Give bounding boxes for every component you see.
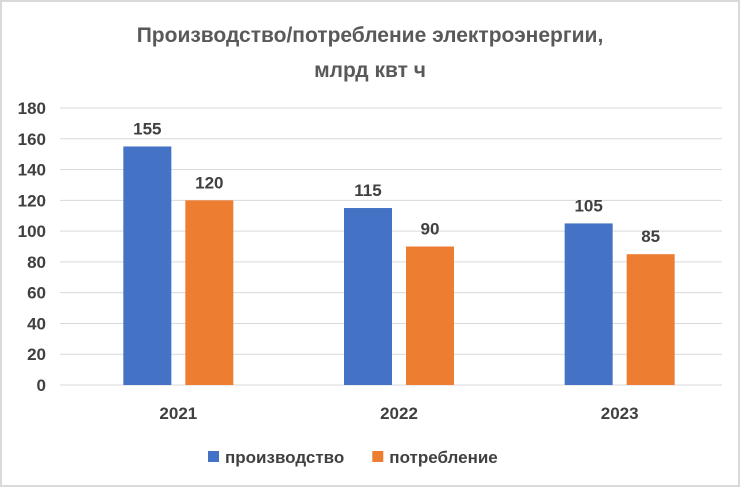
chart-title-line-1: Производство/потребление электроэнергии, (137, 24, 604, 47)
y-tick-label: 60 (27, 284, 46, 303)
data-label: 115 (354, 181, 381, 200)
legend-label: потребление (389, 448, 497, 467)
y-tick-label: 140 (18, 161, 46, 180)
data-label: 105 (574, 196, 602, 215)
x-tick-label: 2022 (380, 404, 418, 423)
y-tick-label: 40 (27, 314, 46, 333)
data-label: 90 (421, 220, 440, 239)
y-tick-label: 80 (27, 253, 46, 272)
bar-потребление-2021 (185, 200, 234, 385)
bar-производство-2022 (344, 208, 392, 385)
bar-потребление-2023 (626, 254, 675, 385)
y-tick-label: 160 (18, 130, 46, 149)
chart-title-line-2: млрд квт ч (314, 59, 426, 82)
legend-label: производство (225, 448, 344, 467)
x-tick-label: 2021 (159, 404, 197, 423)
bar-производство-2021 (123, 146, 172, 385)
data-label: 120 (195, 173, 223, 192)
data-label: 155 (133, 119, 161, 138)
y-tick-label: 180 (18, 99, 46, 118)
legend-swatch (208, 451, 219, 462)
y-tick-label: 0 (37, 376, 46, 395)
x-tick-label: 2023 (601, 404, 639, 423)
y-tick-label: 20 (27, 345, 46, 364)
y-tick-label: 100 (18, 222, 46, 241)
bar-производство-2023 (564, 223, 613, 385)
bar-потребление-2022 (406, 246, 454, 385)
legend-swatch (372, 451, 384, 462)
data-label: 85 (641, 227, 660, 246)
y-tick-label: 120 (18, 191, 46, 210)
